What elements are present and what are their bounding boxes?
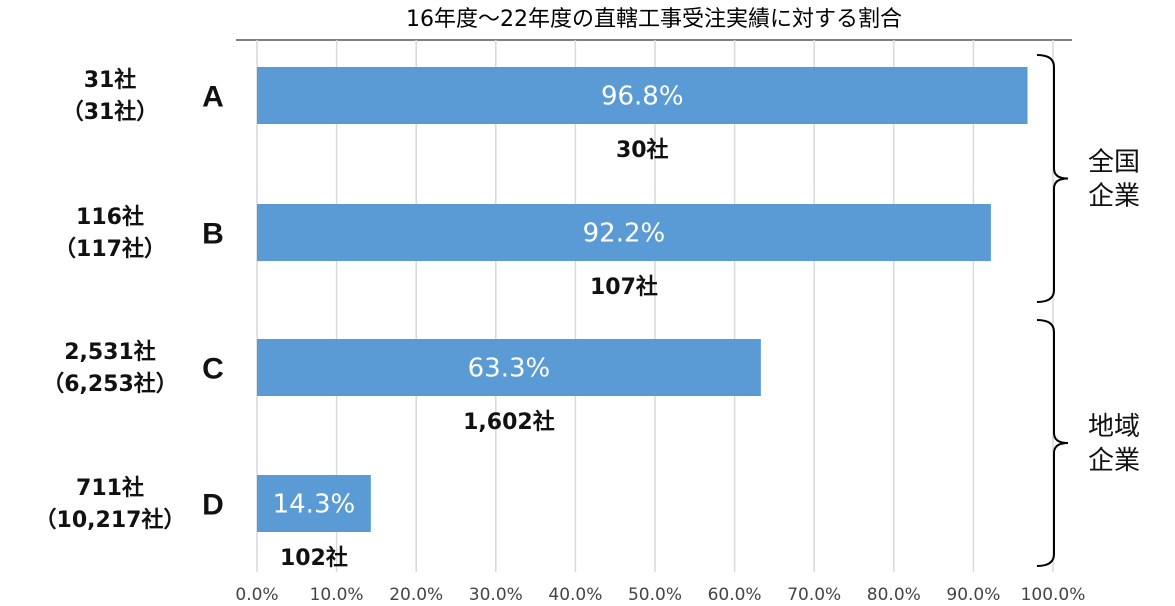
group-label: 全国 — [1088, 148, 1140, 178]
group-brace — [1036, 319, 1069, 567]
x-tick-label: 70.0% — [787, 585, 841, 605]
x-tick-label: 90.0% — [946, 585, 1000, 605]
bar — [257, 204, 991, 261]
company-count-label: 31社 — [84, 67, 137, 93]
bar — [257, 339, 761, 396]
x-tick-label: 80.0% — [867, 585, 921, 605]
company-total-label: （6,253社） — [42, 371, 178, 397]
x-tick-label: 40.0% — [548, 585, 602, 605]
company-total-label: （31社） — [62, 99, 159, 125]
category-label: A — [202, 81, 224, 114]
bar-count-label: 102社 — [280, 545, 348, 571]
x-tick-label: 20.0% — [389, 585, 443, 605]
x-axis: 0.0% 10.0% 20.0% 30.0% 40.0% 50.0% 60.0% 70.0% 8… — [235, 585, 1085, 605]
bar-count-label: 107社 — [590, 274, 658, 300]
group-label: 企業 — [1088, 446, 1140, 476]
bars — [257, 67, 1028, 532]
category-label: D — [202, 489, 224, 522]
company-total-label: （10,217社） — [35, 507, 186, 533]
x-tick-label: 10.0% — [310, 585, 364, 605]
category-label: B — [202, 218, 224, 251]
x-tick-label: 60.0% — [708, 585, 762, 605]
bar-value-label: 14.3% — [273, 490, 356, 520]
company-count-label: 116社 — [76, 204, 144, 230]
bar-value-label: 92.2% — [583, 219, 666, 249]
x-tick-label: 100.0% — [1021, 585, 1086, 605]
x-tick-label: 50.0% — [628, 585, 682, 605]
group-label: 企業 — [1088, 182, 1140, 212]
group-brace — [1036, 54, 1069, 303]
bar-count-label: 1,602社 — [463, 409, 555, 435]
bar-value-label: 96.8% — [601, 82, 684, 112]
category-label: C — [202, 353, 224, 386]
bar-count-label: 30社 — [616, 137, 669, 163]
company-count-label: 2,531社 — [64, 339, 156, 365]
labels: 96.8% 30社 A 31社 （31社） 92.2% 107社 B 116社 （117社） 63.… — [35, 67, 684, 571]
x-tick-label: 0.0% — [235, 585, 278, 605]
chart-title: 16年度～22年度の直轄工事受注実績に対する割合 — [406, 7, 902, 32]
company-total-label: （117社） — [54, 236, 166, 262]
company-count-label: 711社 — [76, 475, 144, 501]
group-label: 地域 — [1088, 412, 1140, 442]
bar-value-label: 63.3% — [468, 354, 551, 384]
x-tick-label: 30.0% — [469, 585, 523, 605]
bar — [257, 475, 371, 532]
bar — [257, 67, 1028, 124]
